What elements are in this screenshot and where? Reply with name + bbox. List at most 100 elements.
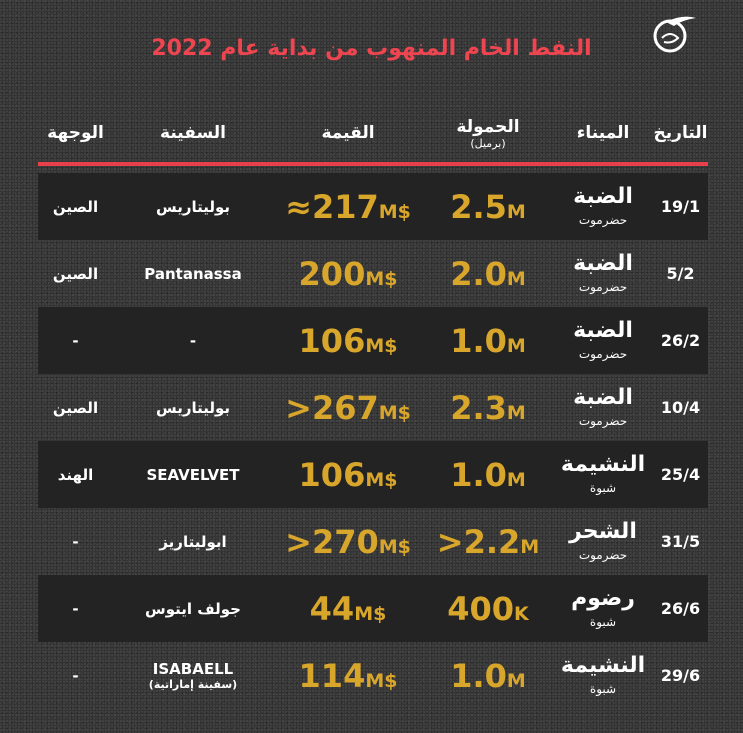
header-load-unit: (برميل) xyxy=(470,136,506,150)
ship-name: Pantanassa xyxy=(144,264,242,283)
load-amount: 1.0 xyxy=(450,656,507,695)
port-region: شبوة xyxy=(589,615,617,629)
table-row: الهند SEAVELVET 106M$ 1.0M النشيمة شبوة 2… xyxy=(38,441,708,508)
load-amount: 400 xyxy=(447,589,515,628)
destination-cell: - xyxy=(72,599,79,618)
table-row: - ابوليتاريز >270M$ >2.2M الشحر حضرموت 31… xyxy=(38,508,708,575)
port-name: الضبة xyxy=(573,184,633,209)
port-region: حضرموت xyxy=(578,347,628,361)
destination-cell: الصين xyxy=(52,264,99,283)
value-amount: 106 xyxy=(298,321,366,360)
ship-cell: Pantanassa xyxy=(113,265,273,283)
destination-cell: الهند xyxy=(57,465,94,484)
ship-cell: جولف ايتوس xyxy=(113,600,273,618)
ship-name: ابوليتاريز xyxy=(159,532,227,551)
load-cell: >2.2M xyxy=(423,523,553,561)
header-load-label: الحمولة xyxy=(456,116,520,137)
load-amount: 2.5 xyxy=(450,187,507,226)
load-unit: M xyxy=(506,334,526,357)
header-ship: السفينة xyxy=(160,123,226,143)
destination-cell: - xyxy=(72,331,79,350)
value-amount: 200 xyxy=(298,254,366,293)
port-region: حضرموت xyxy=(578,280,628,294)
ship-cell: بوليتاريس xyxy=(113,198,273,216)
table-row: الصين Pantanassa 200M$ 2.0M الضبة حضرموت … xyxy=(38,240,708,307)
al-mayadeen-logo-icon xyxy=(653,16,696,53)
load-cell: 1.0M xyxy=(423,657,553,695)
port-name: النشيمة xyxy=(560,653,646,678)
date-cell: 19/1 xyxy=(660,197,701,216)
date-cell: 31/5 xyxy=(660,532,701,551)
ship-name: بوليتاريس xyxy=(155,398,231,417)
value-amount: >270 xyxy=(285,522,379,561)
port-region: حضرموت xyxy=(578,213,628,227)
table-row: - - 106M$ 1.0M الضبة حضرموت 26/2 xyxy=(38,307,708,374)
date-cell: 29/6 xyxy=(660,666,701,685)
load-unit: M xyxy=(506,669,526,692)
load-cell: 2.5M xyxy=(423,188,553,226)
load-amount: >2.2 xyxy=(436,522,521,561)
ship-name: SEAVELVET xyxy=(146,465,240,484)
port-name: الضبة xyxy=(573,385,633,410)
ship-cell: - xyxy=(113,332,273,350)
load-amount: 1.0 xyxy=(450,321,507,360)
port-name: الضبة xyxy=(573,318,633,343)
value-amount: ≈217 xyxy=(285,187,379,226)
port-cell: رضوم شبوة xyxy=(553,587,653,630)
table-header: الوجهة السفينة القيمة الحمولة (برميل) الم… xyxy=(38,108,708,158)
destination-cell: - xyxy=(72,666,79,685)
destination-cell: - xyxy=(72,532,79,551)
value-unit: M$ xyxy=(378,535,411,558)
port-cell: الضبة حضرموت xyxy=(553,319,653,362)
load-amount: 2.3 xyxy=(450,388,507,427)
header-destination: الوجهة xyxy=(47,123,104,143)
table-row: الصين بوليتاريس ≈217M$ 2.5M الضبة حضرموت … xyxy=(38,173,708,240)
ship-cell: بوليتاريس xyxy=(113,399,273,417)
date-cell: 10/4 xyxy=(660,398,701,417)
port-region: حضرموت xyxy=(578,548,628,562)
port-name: الضبة xyxy=(573,251,633,276)
value-unit: M$ xyxy=(365,468,398,491)
load-cell: 2.3M xyxy=(423,389,553,427)
load-unit: M xyxy=(506,401,526,424)
value-unit: M$ xyxy=(365,669,398,692)
value-cell: 44M$ xyxy=(273,590,423,628)
load-unit: M xyxy=(520,535,540,558)
port-name: رضوم xyxy=(571,586,635,611)
port-cell: النشيمة شبوة xyxy=(553,654,653,697)
port-name: الشحر xyxy=(569,519,637,544)
value-unit: M$ xyxy=(378,200,411,223)
value-cell: 106M$ xyxy=(273,456,423,494)
ship-cell: SEAVELVET xyxy=(113,466,273,484)
load-cell: 400K xyxy=(423,590,553,628)
value-amount: 44 xyxy=(309,589,355,628)
load-unit: M xyxy=(506,200,526,223)
load-unit: M xyxy=(506,267,526,290)
table-row: الصين بوليتاريس >267M$ 2.3M الضبة حضرموت … xyxy=(38,374,708,441)
table-row: - ISABAELL (سفينة إماراتية) 114M$ 1.0M ال… xyxy=(38,642,708,709)
value-cell: ≈217M$ xyxy=(273,188,423,226)
date-cell: 5/2 xyxy=(666,264,695,283)
port-cell: الضبة حضرموت xyxy=(553,386,653,429)
load-amount: 1.0 xyxy=(450,455,507,494)
ship-name: ISABAELL xyxy=(152,660,234,678)
header-load: الحمولة (برميل) xyxy=(423,117,553,150)
ship-note: (سفينة إماراتية) xyxy=(148,678,238,691)
date-cell: 25/4 xyxy=(660,465,701,484)
port-cell: الضبة حضرموت xyxy=(553,252,653,295)
value-unit: M$ xyxy=(365,267,398,290)
destination-cell: الصين xyxy=(52,197,99,216)
value-cell: >267M$ xyxy=(273,389,423,427)
value-amount: 114 xyxy=(298,656,366,695)
ship-name: بوليتاريس xyxy=(155,197,231,216)
ship-name: جولف ايتوس xyxy=(145,599,241,618)
table-row: - جولف ايتوس 44M$ 400K رضوم شبوة 26/6 xyxy=(38,575,708,642)
port-cell: النشيمة شبوة xyxy=(553,453,653,496)
port-name: النشيمة xyxy=(560,452,646,477)
header-value: القيمة xyxy=(321,123,375,143)
header-port: الميناء xyxy=(576,123,630,143)
port-cell: الضبة حضرموت xyxy=(553,185,653,228)
header-divider xyxy=(38,162,708,166)
ship-cell: ISABAELL (سفينة إماراتية) xyxy=(113,660,273,691)
load-unit: M xyxy=(506,468,526,491)
